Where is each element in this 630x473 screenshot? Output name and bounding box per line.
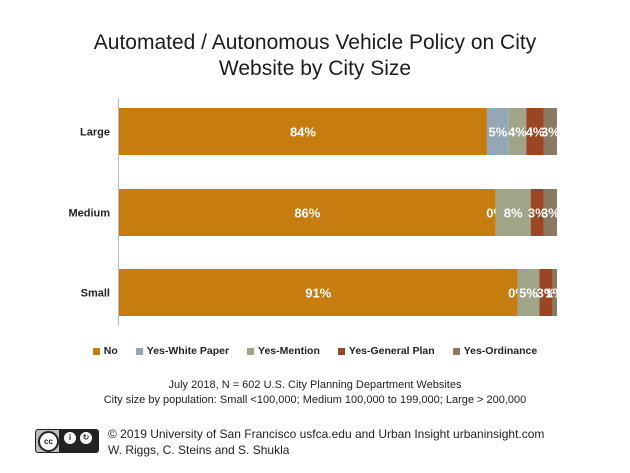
bar-segment: [539, 269, 553, 316]
bar-segment: [486, 108, 509, 155]
legend-item: Yes-Mention: [247, 345, 320, 357]
chart-title-line-1: Automated / Autonomous Vehicle Policy on…: [93, 31, 537, 54]
bar-segment: [552, 269, 557, 316]
chart-title: Automated / Autonomous Vehicle Policy on…: [0, 30, 630, 82]
stacked-bar-chart: Large84%5%4%4%3%Medium86%0%8%3%3%Small91…: [68, 98, 564, 326]
legend-swatch: [337, 347, 345, 355]
data-label: 84%: [290, 125, 316, 140]
note-line-2: City size by population: Small <100,000;…: [103, 394, 527, 406]
chart-title-line-2: Website by City Size: [218, 57, 412, 80]
bar-segment: [495, 189, 531, 236]
data-label: 3%: [537, 286, 556, 301]
bar-segment: [508, 108, 527, 155]
footer: cc i ↻ © 2019 University of San Francisc…: [35, 426, 615, 460]
cc-icon: cc: [38, 431, 59, 452]
data-label: 8%: [504, 206, 523, 221]
legend-label: No: [103, 345, 118, 357]
data-label: 1%: [545, 286, 564, 301]
legend-swatch: [452, 347, 460, 355]
category-label: Medium: [68, 208, 110, 220]
cc-by-sa-icon: cc i ↻: [35, 429, 99, 453]
bar-segment: [517, 269, 540, 316]
legend-label: Yes-Mention: [258, 345, 320, 357]
legend-item: No: [92, 345, 118, 357]
legend-label: Yes-White Paper: [146, 345, 230, 357]
data-label: 4%: [526, 125, 545, 140]
legend-label: Yes-General Plan: [348, 345, 435, 357]
footer-line-1: © 2019 University of San Francisco usfca…: [108, 427, 545, 441]
legend-swatch: [247, 347, 255, 355]
data-label: 5%: [488, 125, 507, 140]
data-label: 91%: [305, 286, 331, 301]
attribution-icon: i: [64, 432, 76, 444]
legend-swatch: [135, 347, 143, 355]
footer-line-2: W. Riggs, C. Steins and S. Shukla: [108, 443, 290, 457]
legend-swatch: [92, 347, 100, 355]
bar-segment: [543, 189, 557, 236]
bar-segment: [119, 108, 487, 155]
data-label: 5%: [519, 286, 538, 301]
bar-segment: [526, 108, 544, 155]
share-alike-icon: ↻: [80, 432, 92, 444]
chart-notes: July 2018, N = 602 U.S. City Planning De…: [0, 378, 630, 408]
data-label: 86%: [294, 206, 320, 221]
legend-item: Yes-White Paper: [135, 345, 230, 357]
legend-item: Yes-General Plan: [337, 345, 435, 357]
category-label: Small: [81, 288, 110, 300]
note-line-1: July 2018, N = 602 U.S. City Planning De…: [168, 379, 462, 391]
category-label: Large: [80, 127, 110, 139]
bar-segment: [119, 189, 496, 236]
bar-segment: [119, 269, 518, 316]
legend-label: Yes-Ordinance: [463, 345, 538, 357]
data-label: 3%: [541, 206, 560, 221]
data-label: 3%: [541, 125, 560, 140]
legend: No Yes-White Paper Yes-Mention Yes-General …: [0, 345, 630, 357]
data-label: 3%: [528, 206, 547, 221]
legend-item: Yes-Ordinance: [452, 345, 538, 357]
footer-text: © 2019 University of San Francisco usfca…: [108, 426, 544, 458]
data-label: 4%: [508, 125, 527, 140]
bar-segment: [530, 189, 544, 236]
bar-segment: [543, 108, 557, 155]
